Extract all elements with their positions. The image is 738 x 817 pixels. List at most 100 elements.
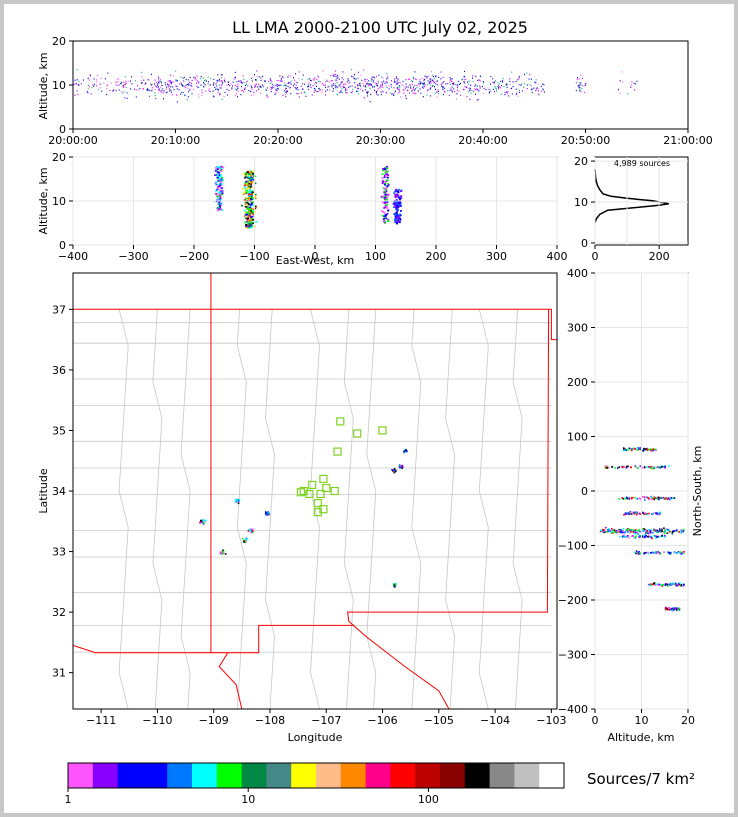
source-point: [250, 84, 252, 86]
map-source-point: [268, 513, 270, 515]
source-point: [344, 83, 346, 85]
source-point: [352, 88, 354, 91]
source-point: [221, 209, 224, 211]
source-point: [96, 85, 98, 87]
source-point: [383, 176, 386, 178]
map-source-point: [203, 522, 205, 524]
source-point: [644, 534, 646, 536]
source-point: [250, 226, 253, 229]
source-point: [436, 96, 438, 98]
source-point: [279, 84, 281, 86]
source-point: [650, 536, 653, 538]
source-point: [253, 91, 255, 93]
source-point: [624, 498, 627, 500]
source-point: [624, 536, 627, 538]
source-point: [382, 211, 385, 213]
source-point: [429, 87, 431, 89]
source-point: [251, 217, 253, 220]
source-point: [335, 83, 337, 85]
map-source-point: [392, 470, 394, 473]
source-point: [472, 75, 474, 77]
source-point: [345, 88, 346, 90]
map-source-point: [241, 538, 244, 540]
source-point: [619, 528, 622, 531]
source-point: [422, 86, 423, 88]
source-point: [647, 466, 650, 468]
source-point: [384, 195, 387, 198]
source-point: [393, 81, 395, 83]
county-line: [265, 309, 275, 709]
source-point: [302, 74, 304, 76]
source-point: [683, 529, 685, 532]
source-point: [617, 89, 619, 91]
map-source-point: [224, 553, 227, 555]
source-point: [246, 207, 249, 210]
source-point: [517, 95, 519, 97]
source-point: [658, 498, 660, 501]
source-point: [668, 607, 670, 609]
source-point: [308, 82, 310, 84]
source-point: [356, 84, 358, 86]
source-point: [659, 535, 662, 538]
source-point: [377, 94, 379, 96]
source-point: [622, 530, 625, 533]
source-point: [584, 84, 586, 86]
source-point: [451, 78, 453, 80]
source-point: [365, 81, 366, 83]
source-point: [394, 194, 397, 197]
source-point: [432, 79, 433, 81]
source-point: [281, 80, 283, 82]
source-point: [106, 88, 108, 90]
source-point: [639, 448, 641, 451]
source-point: [416, 84, 418, 86]
source-point: [668, 465, 670, 467]
source-point: [393, 87, 395, 89]
source-point: [248, 209, 251, 211]
colorbar-cell: [440, 763, 466, 788]
source-point: [651, 467, 653, 470]
source-point: [246, 184, 249, 187]
source-point: [162, 92, 164, 94]
source-point: [217, 91, 219, 93]
source-point: [623, 534, 625, 537]
source-point: [399, 91, 401, 93]
source-point: [382, 86, 384, 88]
source-point: [254, 205, 257, 208]
x-tick-label: −200: [179, 250, 209, 263]
source-point: [276, 80, 278, 82]
source-point: [151, 89, 153, 91]
source-point: [142, 88, 144, 90]
source-point: [224, 81, 226, 83]
source-point: [625, 466, 628, 469]
map-content: [73, 273, 557, 709]
source-point: [364, 85, 366, 88]
source-point: [475, 75, 477, 77]
source-point: [415, 92, 417, 94]
source-point: [506, 84, 508, 86]
source-point: [643, 536, 646, 539]
source-point: [611, 528, 614, 531]
source-point: [360, 88, 362, 90]
source-point: [278, 84, 280, 87]
source-point: [652, 448, 655, 450]
source-point: [233, 78, 235, 80]
source-point: [664, 535, 666, 537]
x-tick-label: 21:00:00: [663, 134, 712, 147]
source-point: [312, 85, 314, 87]
source-point: [248, 193, 251, 195]
source-point: [154, 88, 156, 90]
source-point: [250, 208, 253, 211]
source-point: [235, 77, 236, 79]
source-point: [380, 84, 381, 86]
source-point: [148, 79, 150, 81]
source-point: [647, 553, 650, 555]
source-point: [442, 87, 444, 89]
source-point: [76, 90, 78, 92]
source-point: [399, 213, 402, 216]
source-point: [250, 221, 253, 224]
source-point: [290, 93, 292, 95]
source-point: [219, 167, 222, 170]
source-point: [671, 583, 673, 585]
source-point: [384, 180, 387, 183]
source-point: [537, 90, 539, 92]
